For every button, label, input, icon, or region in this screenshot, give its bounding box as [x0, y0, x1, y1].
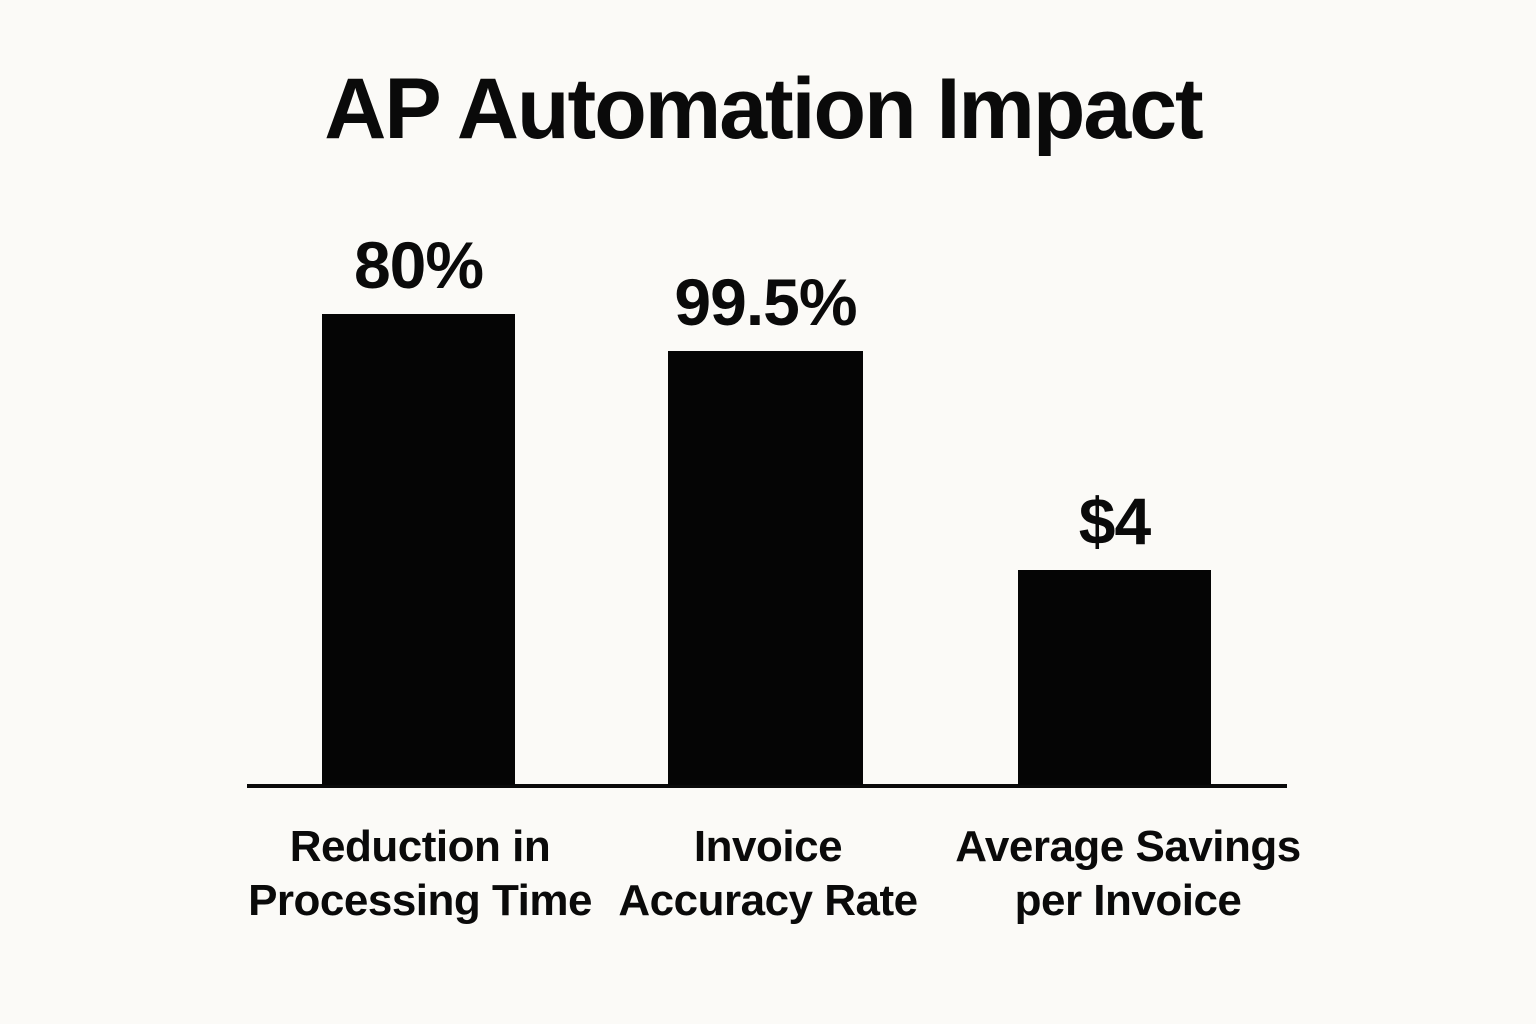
x-axis-line: [247, 784, 1287, 788]
bar: [668, 351, 863, 785]
bar-value-label: 80%: [353, 228, 484, 302]
bar-value-label: $4: [1078, 484, 1151, 558]
bar: [322, 314, 515, 785]
bar-category-label: Invoice Accuracy Rate: [618, 822, 918, 926]
bar-category-label: Average Savings per Invoice: [955, 822, 1301, 926]
chart-title: AP Automation Impact: [324, 61, 1203, 157]
bar: [1018, 570, 1211, 785]
bar-category-label: Reduction in Processing Time: [248, 822, 592, 926]
bar-value-label: 99.5%: [674, 265, 857, 339]
